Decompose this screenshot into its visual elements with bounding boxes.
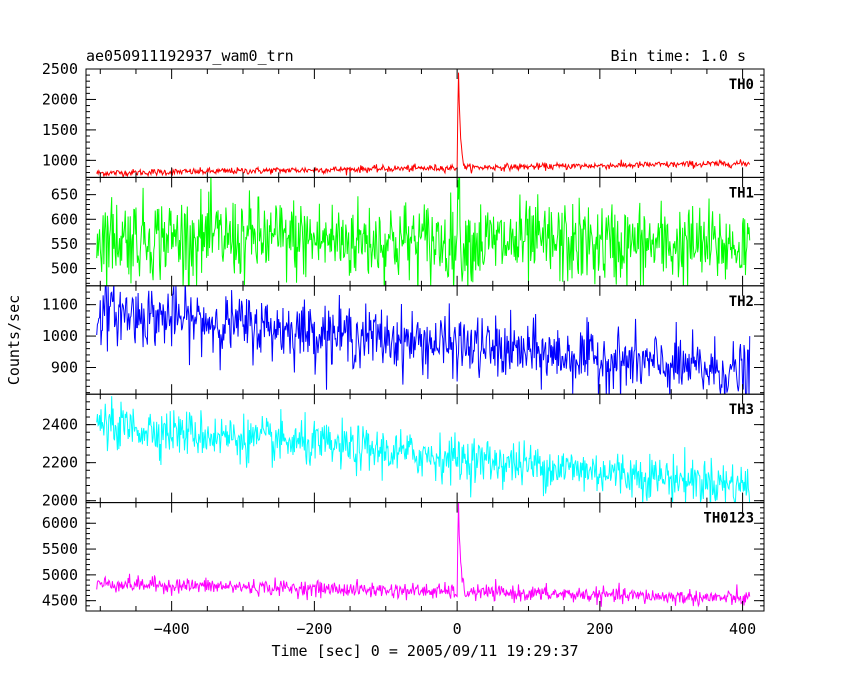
series-line-th1 xyxy=(96,177,751,286)
panel-th2: 900 1000 1100 TH2 xyxy=(42,285,765,395)
series-line-th3 xyxy=(96,396,751,503)
panel-th1: 500 550 600 650 TH1 xyxy=(51,176,765,287)
x-axis: −400 −200 0 200 400 xyxy=(154,620,757,638)
x-tick-label: −200 xyxy=(296,620,332,638)
panel-th3: 2000 2200 2400 TH3 xyxy=(42,393,765,510)
panel-label-th3: TH3 xyxy=(729,402,754,418)
chart-title-right: Bin time: 1.0 s xyxy=(611,47,746,65)
panel-th0123: 4500 5000 5500 6000 TH0123 xyxy=(42,502,765,612)
y-tick-label: 500 xyxy=(51,260,78,278)
x-tick-label: 0 xyxy=(453,620,462,638)
series-line-th0123 xyxy=(96,502,751,608)
y-tick-label: 4500 xyxy=(42,592,78,610)
panel-frame xyxy=(85,502,765,612)
x-axis-label: Time [sec] 0 = 2005/09/11 19:29:37 xyxy=(271,642,578,660)
y-tick-label: 550 xyxy=(51,235,78,253)
y-tick-label: 2200 xyxy=(42,454,78,472)
y-tick-label: 600 xyxy=(51,210,78,228)
x-tick-label: 200 xyxy=(586,620,613,638)
panel-label-th0123: TH0123 xyxy=(703,511,754,527)
y-tick-label: 1100 xyxy=(42,296,78,314)
y-axis-label: Counts/sec xyxy=(5,295,23,385)
panel-label-th1: TH1 xyxy=(729,185,754,201)
panel-label-th2: TH2 xyxy=(729,294,754,310)
series-line-th0 xyxy=(96,72,751,178)
panel-th0: 1000 1500 2000 2500 TH0 xyxy=(42,60,765,178)
panels-group: 1000 1500 2000 2500 TH0 500 550 600 650 TH1 900 100… xyxy=(42,60,765,612)
panel-frame xyxy=(85,68,765,178)
series-line-th2 xyxy=(96,285,751,395)
chart-title-left: ae050911192937_wam0_trn xyxy=(86,47,294,65)
y-tick-label: 2000 xyxy=(42,492,78,510)
panel-label-th0: TH0 xyxy=(729,77,754,93)
y-tick-label: 650 xyxy=(51,186,78,204)
y-tick-label: 1000 xyxy=(42,327,78,345)
y-tick-label: 1500 xyxy=(42,121,78,139)
y-tick-label: 2400 xyxy=(42,416,78,434)
y-tick-label: 5500 xyxy=(42,540,78,558)
y-tick-label: 5000 xyxy=(42,566,78,584)
y-tick-label: 6000 xyxy=(42,514,78,532)
y-tick-label: 1000 xyxy=(42,151,78,169)
y-tick-label: 900 xyxy=(51,358,78,376)
x-tick-label: −400 xyxy=(154,620,190,638)
y-tick-label: 2000 xyxy=(42,90,78,108)
y-tick-label: 2500 xyxy=(42,60,78,78)
x-tick-label: 400 xyxy=(729,620,756,638)
